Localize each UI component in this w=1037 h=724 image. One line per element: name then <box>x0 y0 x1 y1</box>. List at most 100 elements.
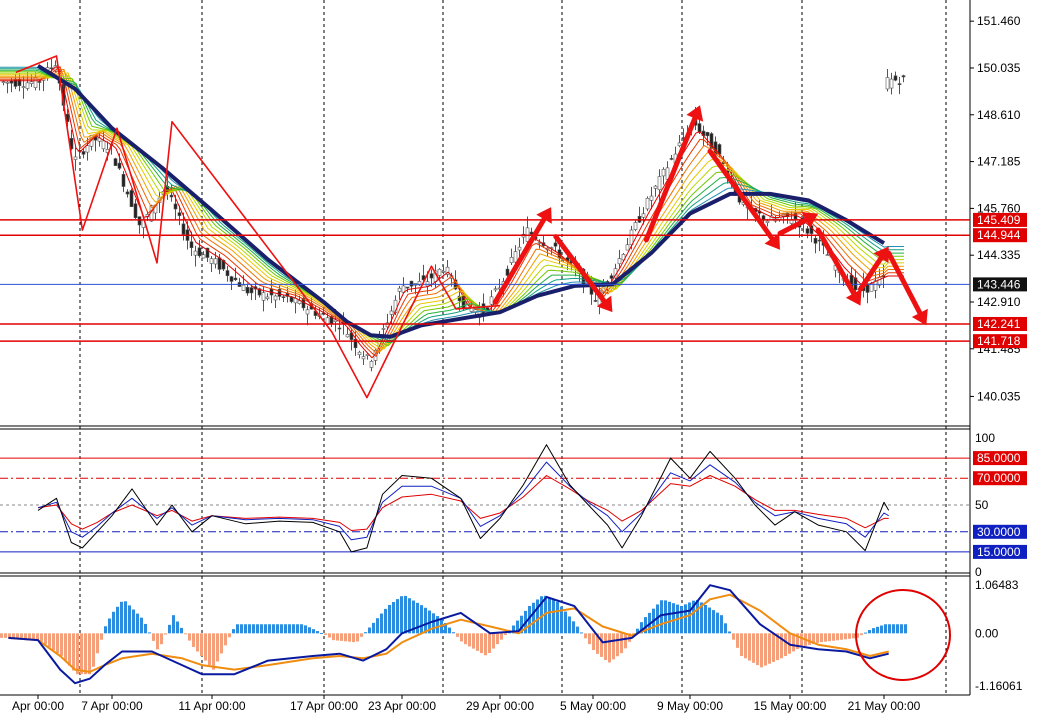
macd-bar-negative <box>860 633 863 636</box>
macd-bar-positive <box>232 629 235 634</box>
trend-arrow-head <box>801 212 819 229</box>
macd-bar-negative <box>848 633 851 639</box>
macd-bar-positive <box>168 624 171 634</box>
candle-body <box>197 247 202 257</box>
candle-body <box>249 287 254 294</box>
macd-bar-positive <box>396 599 399 634</box>
rsi-y-tick-label: 0 <box>975 565 982 579</box>
macd-bar-positive <box>876 626 879 634</box>
candle-body <box>425 281 430 287</box>
macd-bar-negative <box>624 633 627 649</box>
macd-bar-positive <box>176 621 179 634</box>
macd-bar-positive <box>372 622 375 634</box>
macd-bar-negative <box>88 633 91 675</box>
price-label: 143.446 <box>977 277 1021 291</box>
macd-bar-positive <box>116 606 119 634</box>
candle-body <box>649 195 654 201</box>
candle-body <box>553 242 558 247</box>
highlight-circle <box>855 589 951 681</box>
macd-bar-positive <box>572 621 575 634</box>
macd-bar-positive <box>304 625 307 634</box>
macd-bar-positive <box>244 624 247 634</box>
candle-body <box>277 289 282 297</box>
macd-bar-negative <box>360 633 363 637</box>
trend-arrow-shaft <box>492 216 547 305</box>
macd-bar-positive <box>128 605 131 634</box>
candle-body <box>765 220 770 223</box>
candle-body <box>817 239 822 242</box>
macd-bar-negative <box>164 633 167 635</box>
macd-bar-positive <box>288 624 291 634</box>
macd-bar-negative <box>816 633 819 643</box>
candle-body <box>853 277 858 291</box>
macd-bar-negative <box>836 633 839 641</box>
macd-bar-positive <box>280 624 283 634</box>
macd-bar-positive <box>148 632 151 634</box>
rsi-level-label: 15.0000 <box>977 545 1021 559</box>
rsi-y-tick-label: 100 <box>975 431 995 445</box>
candle-body <box>357 351 362 355</box>
price-panel <box>0 55 970 399</box>
candle-body <box>81 151 86 155</box>
candle-body <box>457 295 462 302</box>
macd-bar-positive <box>400 596 403 634</box>
macd-bar-positive <box>540 596 543 634</box>
candle-body <box>369 361 374 368</box>
macd-bar-positive <box>132 609 135 634</box>
macd-bar-positive <box>568 616 571 634</box>
macd-bar-negative <box>592 633 595 651</box>
trend-arrow-head <box>536 207 552 224</box>
macd-bar-positive <box>548 597 551 634</box>
macd-bar-positive <box>644 617 647 634</box>
y-tick-label: 144.335 <box>977 248 1021 262</box>
macd-bar-negative <box>608 633 611 663</box>
macd-bar-positive <box>408 598 411 634</box>
trend-arrow-head <box>686 105 704 122</box>
macd-main-line <box>8 584 889 685</box>
macd-bar-positive <box>392 602 395 634</box>
candle-body <box>889 78 894 89</box>
candle-body <box>893 75 898 81</box>
macd-bar-negative <box>80 633 83 675</box>
macd-bar-negative <box>220 633 223 654</box>
price-label-box <box>973 277 1027 292</box>
candle-body <box>353 338 358 349</box>
trend-arrow-head <box>764 233 780 250</box>
macd-bar-positive <box>276 624 279 634</box>
candle-body <box>213 258 218 265</box>
rsi-level-box <box>973 544 1027 559</box>
candle-body <box>813 238 818 244</box>
candle-body <box>445 266 450 275</box>
candle-body <box>129 190 134 208</box>
macd-bar-negative <box>160 633 163 645</box>
macd-bar-positive <box>528 606 531 634</box>
macd-bar-negative <box>768 633 771 664</box>
candle-body <box>193 250 198 256</box>
macd-bar-positive <box>420 605 423 634</box>
macd-bar-positive <box>516 620 519 634</box>
trend-arrow-head <box>873 246 889 264</box>
macd-bar-positive <box>564 611 567 634</box>
rsi-fast-line <box>37 444 890 553</box>
macd-bar-positive <box>312 629 315 634</box>
macd-bar-positive <box>636 628 639 634</box>
macd-bar-positive <box>640 622 643 634</box>
macd-bar-negative <box>0 633 3 638</box>
candle-body <box>125 191 130 195</box>
macd-bar-positive <box>416 602 419 634</box>
macd-bar-negative <box>76 633 79 675</box>
macd-bar-negative <box>468 633 471 647</box>
macd-bar-positive <box>380 613 383 634</box>
x-tick-label: 23 Apr 00:00 <box>368 699 436 713</box>
candle-body <box>265 296 270 299</box>
macd-bar-positive <box>672 603 675 634</box>
candle-body <box>337 327 342 330</box>
macd-bar-positive <box>260 624 263 634</box>
macd-bar-negative <box>852 633 855 639</box>
price-label: 145.409 <box>977 213 1021 227</box>
macd-bar-negative <box>584 633 587 639</box>
macd-bar-positive <box>704 605 707 634</box>
macd-bar-negative <box>208 633 211 666</box>
price-axis: 151.460 150.035 148.610 147.185 145.760 144.3… <box>970 14 1027 693</box>
candle-body <box>177 212 182 216</box>
